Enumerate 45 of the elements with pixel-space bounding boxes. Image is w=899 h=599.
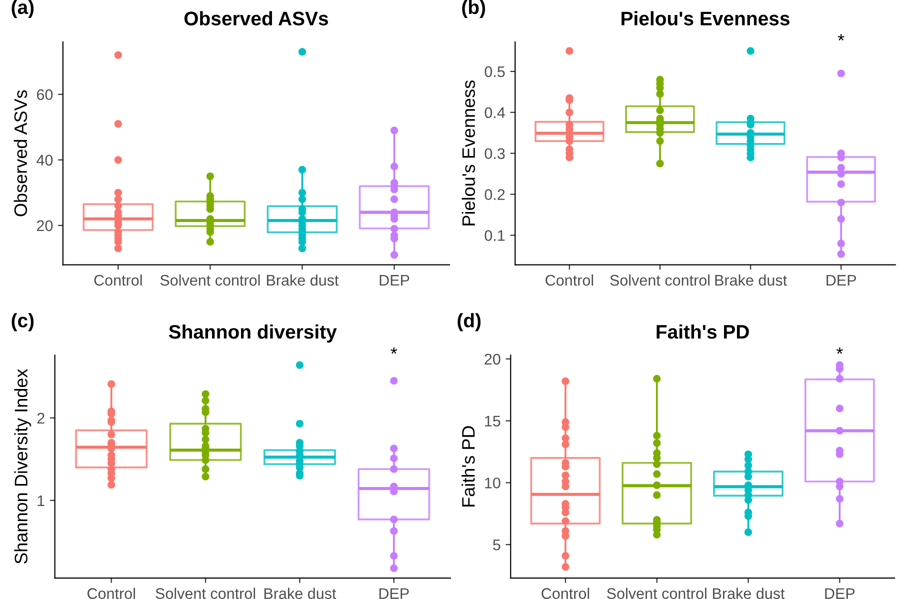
y-tick-label: 20: [36, 220, 53, 232]
chart-title: Pielou's Evenness: [622, 11, 790, 26]
text: (c): [12, 313, 34, 332]
y-axis-title: Faith's PD: [462, 426, 475, 506]
x-tick-label: Solvent control: [160, 274, 260, 286]
y-axis-title: Observed ASVs: [14, 90, 28, 216]
x-tick-label: Brake dust: [713, 588, 785, 599]
y-tick-label: 60: [36, 89, 53, 100]
x-tick-label: Control: [94, 274, 142, 286]
y-tick-label: 1: [38, 495, 44, 506]
text: (b): [462, 0, 486, 18]
y-axis-title: Pielou's Evenness: [462, 80, 476, 226]
x-tick-label: Solvent control: [607, 588, 706, 599]
x-tick-label: DEP: [380, 275, 410, 286]
x-tick-label: Control: [88, 588, 135, 599]
x-tick-label: Brake dust: [266, 274, 339, 286]
y-tick-label: 40: [36, 154, 53, 166]
text: *: [390, 347, 398, 354]
y-tick-label: 0.5: [484, 66, 505, 78]
x-tick-label: DEP: [379, 588, 409, 599]
y-axis-title: Shannon Diversity Index: [14, 368, 32, 564]
text: (a): [12, 0, 34, 18]
x-tick-label: Solvent control: [156, 588, 256, 599]
x-tick-label: Brake dust: [715, 274, 787, 286]
text: *: [836, 347, 843, 354]
y-tick-label: 0.4: [484, 107, 505, 118]
chart-title: Faith's PD: [656, 324, 749, 339]
y-tick-label: 0.3: [484, 148, 505, 160]
y-tick-label: 10: [485, 478, 500, 488]
x-tick-label: DEP: [826, 275, 856, 286]
text: (d): [458, 313, 481, 332]
y-tick-label: 0.2: [484, 189, 505, 200]
x-tick-label: DEP: [825, 588, 855, 599]
x-tick-label: Solvent control: [610, 274, 710, 286]
y-tick-label: 20: [484, 354, 500, 365]
x-tick-label: Control: [542, 588, 590, 599]
y-tick-label: 2: [37, 412, 44, 424]
y-tick-label: 0.1: [484, 230, 505, 241]
y-tick-label: 15: [485, 416, 500, 427]
y-tick-label: 5: [493, 540, 500, 550]
chart-title: Observed ASVs: [184, 11, 328, 26]
x-tick-label: Control: [546, 274, 594, 286]
text: *: [838, 34, 844, 41]
chart-title: Shannon diversity: [168, 324, 337, 343]
x-tick-label: Brake dust: [264, 588, 336, 599]
